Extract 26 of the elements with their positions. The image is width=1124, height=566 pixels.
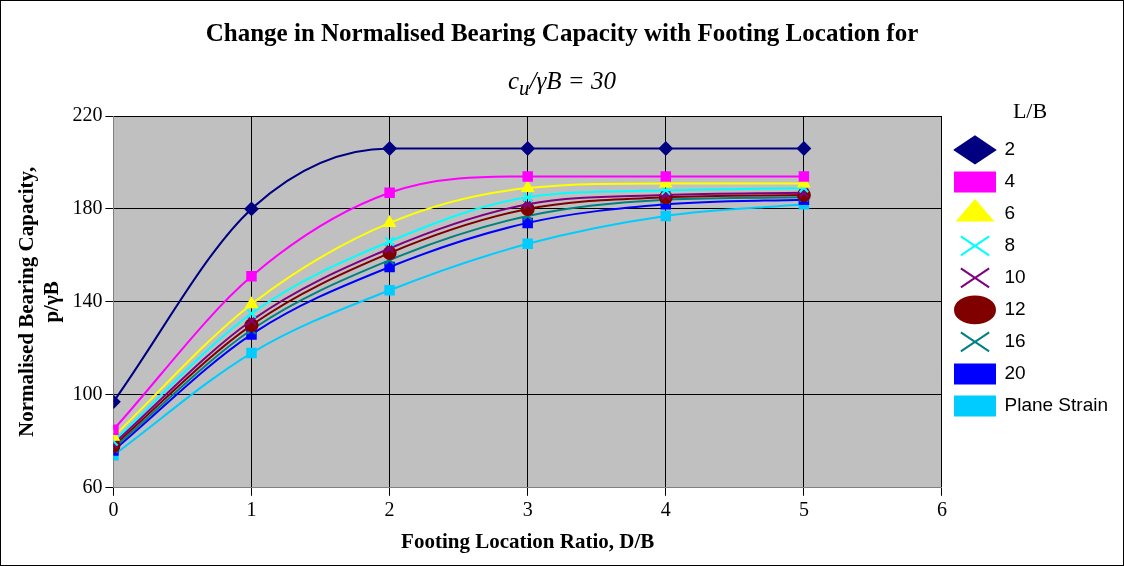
- y-tick-label: 140: [72, 289, 103, 312]
- legend-label: Plane Strain: [1004, 394, 1109, 416]
- legend-label: 20: [1004, 362, 1026, 384]
- legend-title: L/B: [1012, 97, 1048, 123]
- x-axis-title: Footing Location Ratio, D/B: [401, 528, 655, 553]
- chart-title: Change in Normalised Bearing Capacity with Footing Location for: [204, 19, 920, 47]
- legend-label: 4: [1004, 170, 1016, 192]
- x-tick-label: 0: [108, 498, 119, 521]
- legend-label: 16: [1004, 330, 1026, 352]
- y-tick-label: 60: [82, 475, 103, 498]
- y-tick-label: 100: [72, 382, 103, 405]
- x-tick-label: 4: [660, 498, 671, 521]
- legend-label: 10: [1004, 266, 1026, 288]
- legend-label: 2: [1004, 138, 1016, 160]
- legend-label: 6: [1004, 202, 1016, 224]
- legend-label: 12: [1004, 298, 1026, 320]
- y-tick-label: 220: [72, 103, 103, 126]
- x-tick-label: 1: [246, 498, 257, 521]
- chart-subtitle: c$_{u}$/γB = 30: [508, 67, 616, 100]
- x-tick-label: 6: [936, 498, 947, 521]
- legend-label: 8: [1004, 234, 1016, 256]
- x-tick-label: 5: [798, 498, 809, 521]
- y-axis-title: Normalised Bearing Capacity, p/γB: [14, 166, 64, 437]
- y-tick-label: 180: [72, 196, 103, 219]
- x-tick-label: 3: [522, 498, 533, 521]
- x-tick-label: 2: [384, 498, 395, 521]
